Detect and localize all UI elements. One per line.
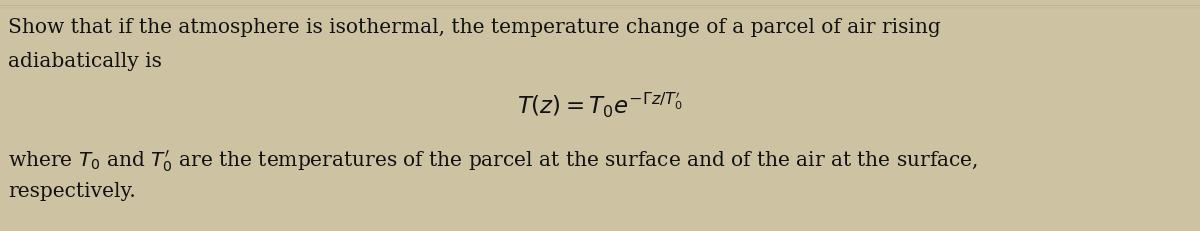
Text: Show that if the atmosphere is isothermal, the temperature change of a parcel of: Show that if the atmosphere is isotherma… (8, 18, 941, 37)
Text: where $T_0$ and $T_0^{\prime}$ are the temperatures of the parcel at the surface: where $T_0$ and $T_0^{\prime}$ are the t… (8, 148, 978, 174)
Text: respectively.: respectively. (8, 182, 136, 201)
Text: $T(z) = T_0e^{-\Gamma z/T_0^{\prime}}$: $T(z) = T_0e^{-\Gamma z/T_0^{\prime}}$ (517, 90, 683, 120)
Text: adiabatically is: adiabatically is (8, 52, 162, 71)
